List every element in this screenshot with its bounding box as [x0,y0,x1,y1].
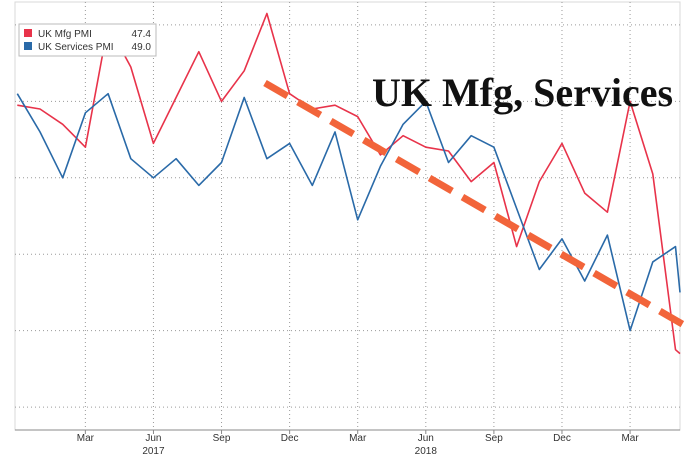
x-year-label: 2018 [415,446,438,457]
legend-swatch-mfg [24,29,32,37]
x-tick-label: Mar [349,433,367,444]
x-tick-label: Sep [213,433,231,444]
legend-value-services: 49.0 [132,42,152,53]
legend-swatch-services [24,42,32,50]
series-lines [16,12,681,355]
legend: UK Mfg PMI 47.4 UK Services PMI 49.0 [18,23,157,57]
series-line-uk-services-pmi [16,92,681,332]
series-line-uk-mfg-pmi [17,12,681,355]
x-tick-label: Dec [553,433,571,444]
x-tick-label: Mar [77,433,95,444]
x-tick-label: Jun [145,433,161,444]
x-axis: Mar Jun Sep Dec Mar Jun Sep Dec Mar 2017 2018 [15,429,680,457]
x-tick-label: Jun [418,433,434,444]
legend-label-mfg: UK Mfg PMI [38,29,92,40]
x-year-label: 2017 [142,446,165,457]
legend-value-mfg: 47.4 [132,29,152,40]
legend-label-services: UK Services PMI [38,42,114,53]
x-tick-label: Sep [485,433,503,444]
legend-box [18,23,157,57]
downtrend-arrow-line [263,79,684,329]
x-tick-label: Mar [621,433,639,444]
annotations: UK Mfg, Services [263,70,684,329]
chart-title: UK Mfg, Services [372,70,673,115]
x-tick-label: Dec [281,433,299,444]
